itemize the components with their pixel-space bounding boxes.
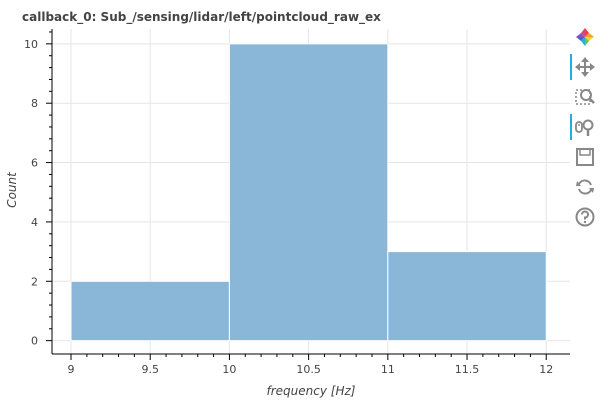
x-tick-label: 11.5 [455,363,480,376]
histogram-bar-2[interactable] [387,251,547,342]
y-tick-label: 2 [31,275,38,288]
histogram-bar-0[interactable] [70,280,230,342]
wheel-zoom-icon[interactable] [570,114,598,140]
y-tick-label: 4 [31,216,38,229]
reset-icon[interactable] [572,174,598,200]
y-tick-label: 10 [24,38,38,51]
x-axis-label: frequency [Hz] [267,384,356,398]
x-tick-label: 9 [68,363,75,376]
bokeh-logo-icon[interactable] [572,24,598,50]
y-tick-label: 0 [31,335,38,348]
y-tick-label: 8 [31,97,38,110]
y-axis-label: Count [5,171,19,208]
y-tick-label: 6 [31,157,38,170]
save-icon[interactable] [572,144,598,170]
pan-icon[interactable] [570,54,598,80]
x-tick-label: 9.5 [141,363,159,376]
help-icon[interactable] [572,204,598,230]
x-tick-label: 10.5 [296,363,321,376]
box-zoom-icon[interactable] [572,84,598,110]
x-tick-label: 12 [539,363,553,376]
plot-area[interactable]: 9 9.5 10 10.5 11 11.5 12 0 2 4 6 8 10 [24,29,570,376]
histogram-bar-1[interactable] [228,43,389,342]
chart-title: callback_0: Sub_/sensing/lidar/left/poin… [22,10,381,25]
x-tick-label: 11 [381,363,395,376]
x-tick-label: 10 [222,363,236,376]
